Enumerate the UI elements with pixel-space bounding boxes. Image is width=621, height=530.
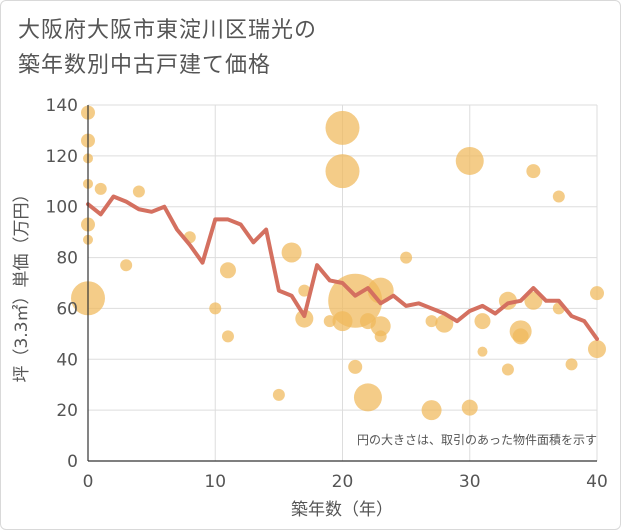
data-bubble bbox=[552, 190, 565, 203]
y-tick-label: 80 bbox=[56, 249, 78, 269]
data-bubble bbox=[477, 346, 488, 357]
x-tick-label: 20 bbox=[332, 472, 354, 492]
data-bubble bbox=[435, 314, 454, 333]
x-tick-label: 30 bbox=[459, 472, 481, 492]
y-tick-label: 0 bbox=[67, 452, 78, 472]
data-bubble bbox=[588, 340, 606, 359]
x-tick-label: 40 bbox=[586, 472, 608, 492]
data-bubble bbox=[323, 315, 336, 328]
y-tick-label: 60 bbox=[56, 299, 78, 319]
data-bubble bbox=[374, 330, 387, 343]
data-bubble bbox=[565, 358, 578, 371]
data-bubble bbox=[325, 110, 360, 145]
chart-title-line-2: 築年数別中古戸建て価格 bbox=[18, 53, 272, 78]
data-bubble bbox=[94, 182, 107, 195]
data-bubble bbox=[221, 330, 234, 343]
x-tick-label: 0 bbox=[83, 472, 94, 492]
data-bubble bbox=[298, 284, 311, 297]
y-tick-label: 40 bbox=[56, 350, 78, 370]
y-tick-label: 140 bbox=[46, 96, 78, 116]
data-bubble bbox=[512, 328, 529, 345]
bubble-size-note: 円の大きさは、取引のあった物件面積を示す bbox=[357, 432, 597, 447]
average-price-line bbox=[86, 194, 599, 341]
x-tick-label: 10 bbox=[204, 472, 226, 492]
y-tick-label: 100 bbox=[46, 198, 78, 218]
data-bubble bbox=[524, 291, 543, 310]
data-bubble bbox=[281, 242, 302, 263]
data-bubble bbox=[132, 185, 145, 198]
y-tick-label: 120 bbox=[46, 147, 78, 167]
y-axis-title: 坪（3.3㎡）単価（万円） bbox=[12, 185, 32, 382]
data-bubble bbox=[474, 313, 491, 330]
data-bubble bbox=[219, 262, 236, 279]
x-axis-title: 築年数（年） bbox=[291, 500, 393, 520]
y-tick-label: 20 bbox=[56, 401, 78, 421]
axes bbox=[87, 105, 597, 462]
data-bubble bbox=[325, 154, 360, 189]
average-price-line-group bbox=[86, 194, 599, 341]
data-bubble bbox=[590, 286, 604, 301]
data-bubble bbox=[425, 315, 438, 328]
data-bubble bbox=[353, 383, 382, 412]
data-bubble bbox=[501, 363, 514, 376]
chart-title: 大阪府大阪市東淀川区瑞光の 築年数別中古戸建て価格 bbox=[18, 13, 317, 83]
data-bubble bbox=[421, 400, 442, 421]
data-bubble bbox=[295, 309, 314, 328]
data-bubble bbox=[272, 388, 285, 401]
data-bubble bbox=[348, 359, 363, 374]
chart-title-line-1: 大阪府大阪市東淀川区瑞光の bbox=[18, 18, 318, 43]
data-bubble bbox=[526, 164, 541, 179]
data-bubble bbox=[455, 146, 484, 175]
data-bubble bbox=[209, 302, 222, 315]
data-bubble bbox=[461, 399, 478, 416]
data-bubble bbox=[400, 251, 413, 264]
data-bubble bbox=[120, 259, 133, 272]
tick-labels: 0 20 40 60 80 100 120 140 0 10 20 30 40 bbox=[46, 96, 608, 492]
data-bubble bbox=[370, 316, 391, 337]
bubbles bbox=[71, 105, 606, 421]
